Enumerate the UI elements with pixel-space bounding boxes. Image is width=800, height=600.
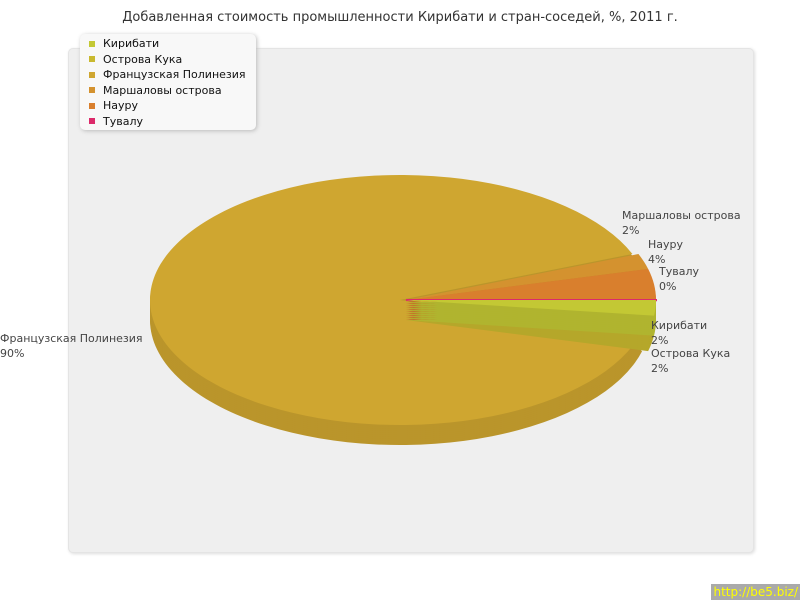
pie-slice-side [406, 318, 655, 350]
legend-swatch [89, 40, 95, 47]
data-label-name: Французская Полинезия [0, 332, 143, 345]
legend-label: Науру [103, 99, 139, 113]
legend-swatch [89, 87, 95, 94]
legend-item[interactable]: Науру [80, 98, 256, 114]
legend-item[interactable]: Маршаловы острова [80, 83, 256, 99]
legend-item[interactable]: Острова Кука [80, 52, 256, 68]
data-label-nauru: Науру 4% [648, 237, 683, 267]
pie-slice-top[interactable] [406, 300, 656, 316]
legend-label: Острова Кука [103, 52, 183, 66]
data-label-name: Тувалу [659, 265, 699, 278]
pie-slice-side [406, 320, 655, 352]
legend-swatch [89, 102, 95, 109]
pie-slice-top[interactable] [150, 175, 643, 426]
data-label-name: Кирибати [651, 319, 708, 332]
data-label-value: 2% [651, 334, 669, 347]
data-label-name: Науру [648, 238, 684, 251]
data-label-value: 4% [648, 253, 666, 266]
data-label-value: 2% [651, 362, 669, 375]
legend-label: Тувалу [103, 114, 143, 128]
pie-slice-top[interactable] [406, 268, 656, 300]
data-label-name: Острова Кука [651, 347, 731, 360]
chart-title: Добавленная стоимость промышленности Кир… [122, 10, 678, 25]
legend-swatch [89, 71, 95, 78]
data-label-tuvalu: Тувалу 0% [659, 264, 699, 294]
legend-label: Кирибати [103, 37, 160, 51]
data-label-marshall: Маршаловы острова 2% [622, 208, 741, 238]
data-label-value: 0% [659, 280, 677, 293]
legend-label: Маршаловы острова [103, 83, 222, 97]
pie-slice-2[interactable] [150, 175, 643, 446]
data-label-kiribati: Кирибати 2% [651, 318, 707, 348]
legend-label: Французская Полинезия [103, 68, 246, 82]
watermark-link[interactable]: http://be5.biz/ [711, 584, 800, 600]
legend-item[interactable]: Тувалу [80, 114, 256, 130]
legend: Кирибати Острова Кука Французская Полине… [80, 34, 256, 130]
data-label-value: 90% [0, 347, 25, 360]
pie-slice-0[interactable] [406, 300, 656, 336]
data-label-name: Маршаловы острова [622, 209, 741, 222]
pie-slice-top[interactable] [406, 253, 649, 300]
data-label-value: 2% [622, 224, 640, 237]
data-label-cook: Острова Кука 2% [651, 346, 730, 376]
legend-swatch [89, 118, 95, 125]
legend-item[interactable]: Французская Полинезия [80, 67, 256, 83]
data-label-polynesia: Французская Полинезия 90% [0, 331, 143, 361]
legend-item[interactable]: Кирибати [80, 36, 256, 52]
legend-swatch [89, 56, 95, 63]
